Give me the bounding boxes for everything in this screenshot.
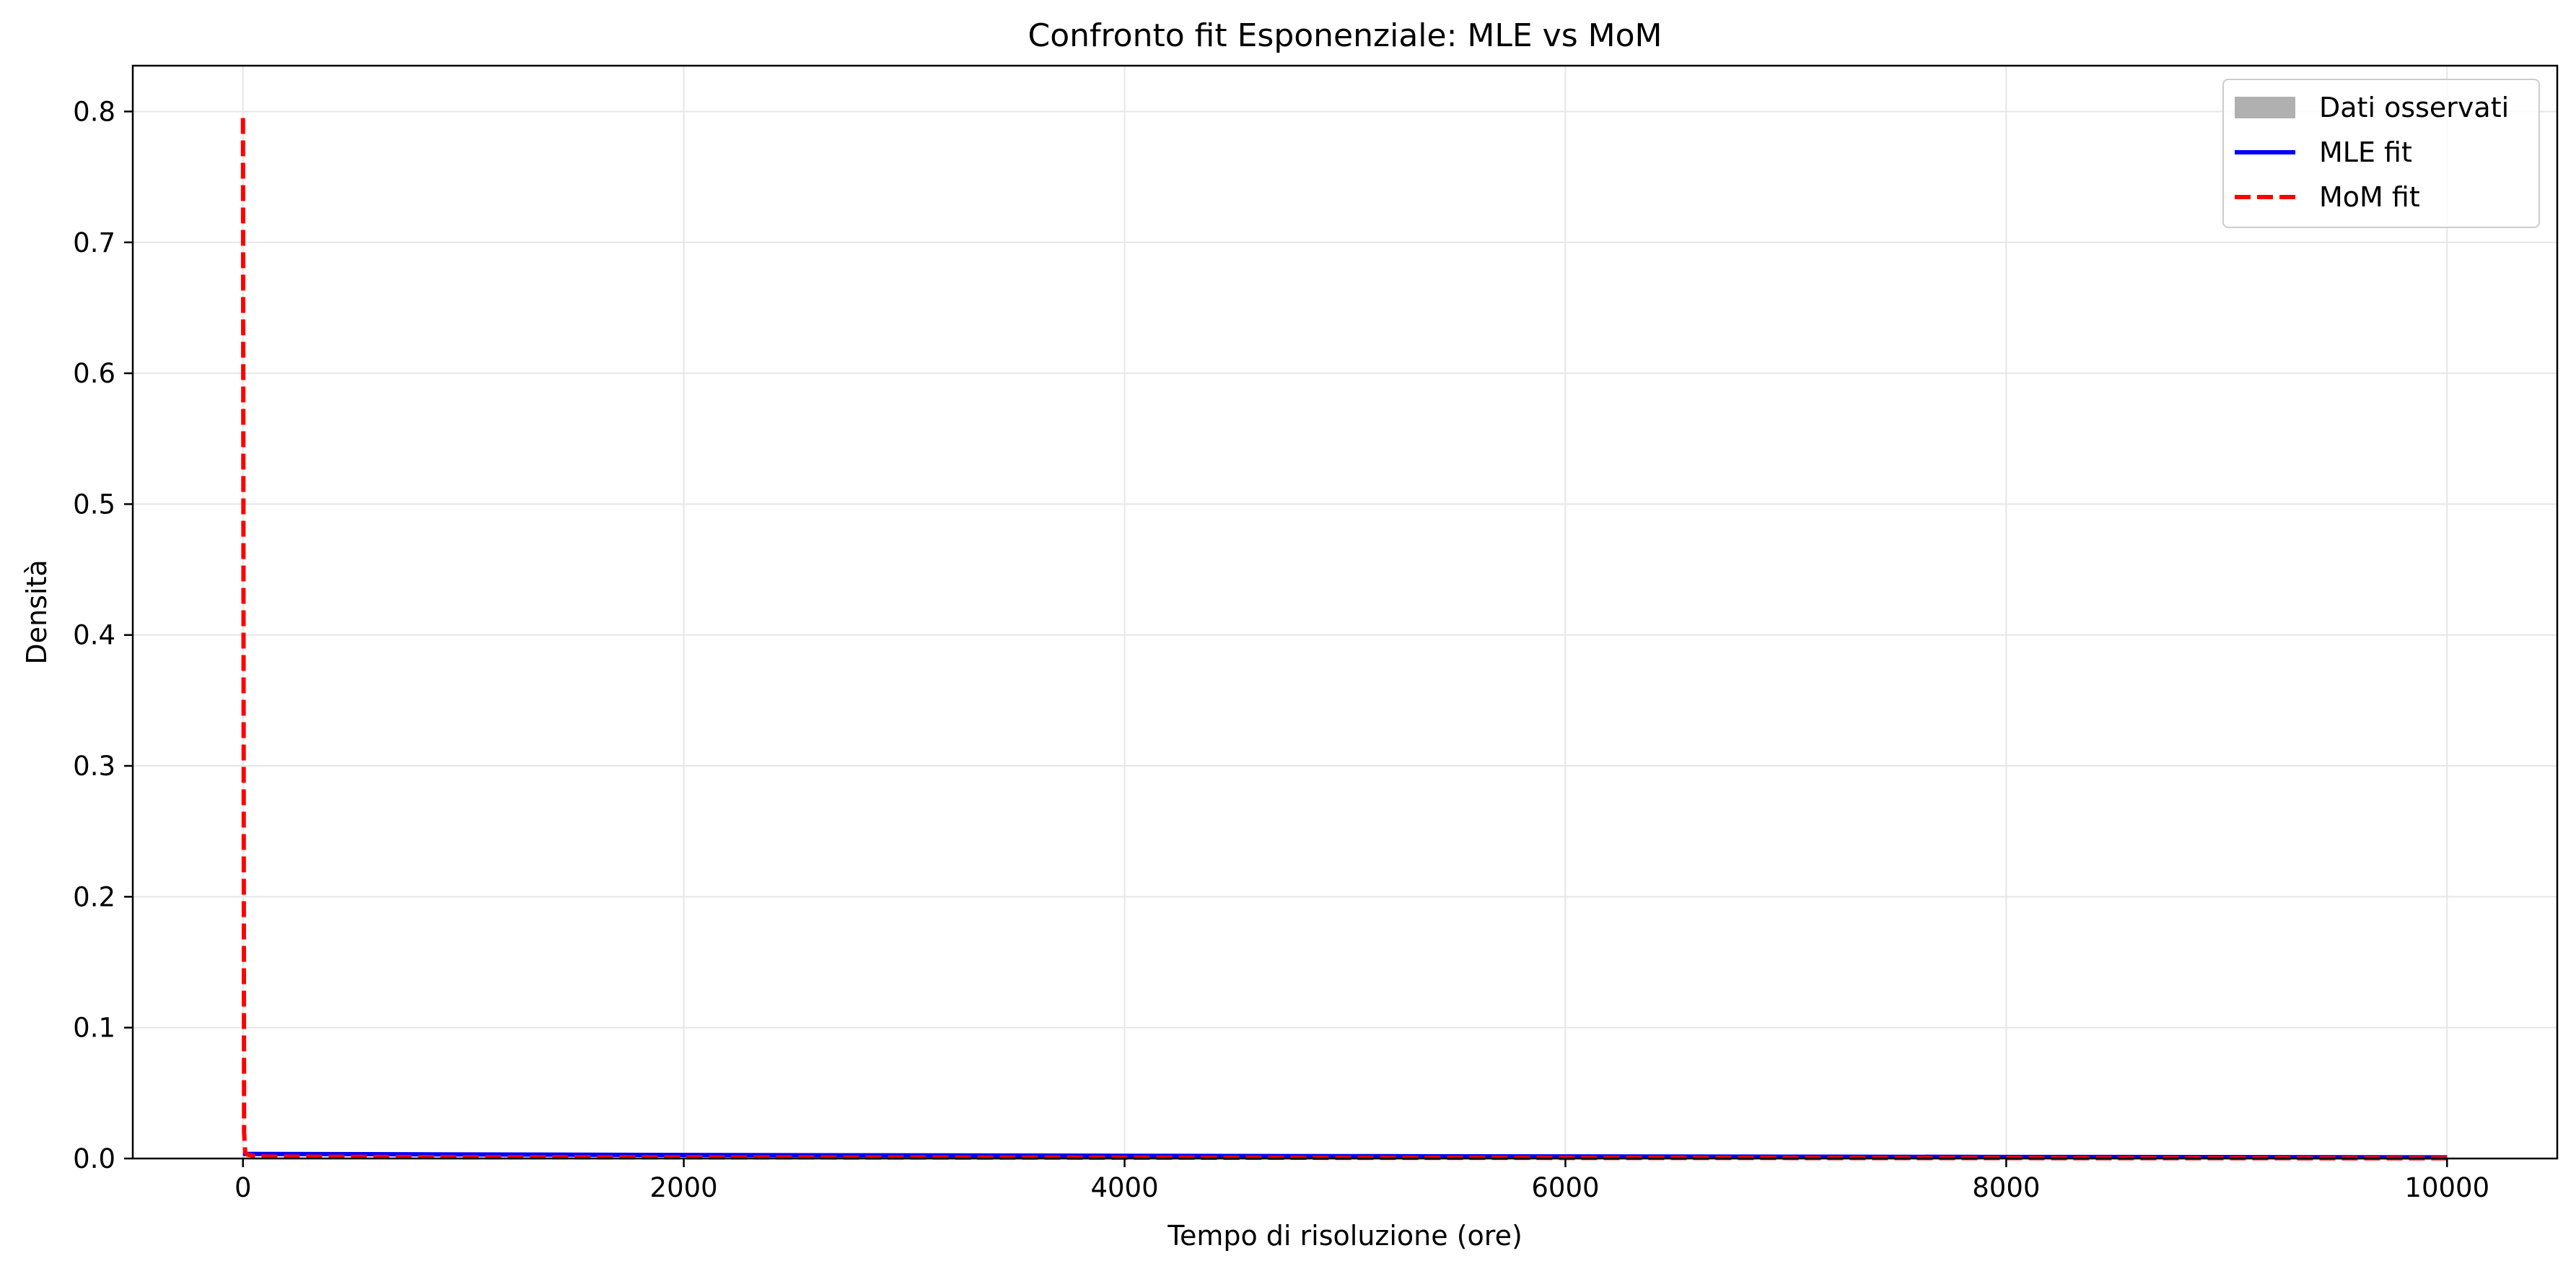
y-tick-label: 0.6 [73,358,115,389]
y-tick-label: 0.7 [73,227,115,258]
x-axis-label: Tempo di risoluzione (ore) [1167,1220,1523,1252]
legend-swatch-dati-osservati [2235,97,2295,118]
x-tick-label: 4000 [1090,1172,1158,1203]
x-tick-label: 2000 [650,1172,718,1203]
legend-label-mle-fit: MLE fit [2319,136,2412,168]
y-tick-label: 0.5 [73,489,115,520]
grid [133,66,2557,1159]
x-tick-label: 6000 [1531,1172,1599,1203]
y-tick-label: 0.0 [73,1143,115,1174]
legend-label-mom-fit: MoM fit [2319,181,2420,213]
y-tick-label: 0.1 [73,1013,115,1044]
y-tick-label: 0.4 [73,620,115,651]
y-tick-label: 0.2 [73,881,115,912]
x-tick-label: 10000 [2404,1172,2489,1203]
chart-title: Confronto fit Esponenziale: MLE vs MoM [1028,17,1662,54]
legend-box [2222,79,2540,228]
y-axis-label: Densità [21,559,53,664]
y-tick-label: 0.3 [73,751,115,782]
legend: Dati osservati MLE fit MoM fit [2222,79,2540,228]
ticks: 0 2000 4000 6000 8000 10000 0.0 0.1 0.2 0.3 0.4 0.5… [73,96,2489,1203]
y-tick-label: 0.8 [73,96,115,127]
plot-frame [131,64,2559,1160]
x-tick-label: 8000 [1972,1172,2040,1203]
legend-label-dati-osservati: Dati osservati [2319,92,2509,123]
x-tick-label: 0 [235,1172,252,1203]
